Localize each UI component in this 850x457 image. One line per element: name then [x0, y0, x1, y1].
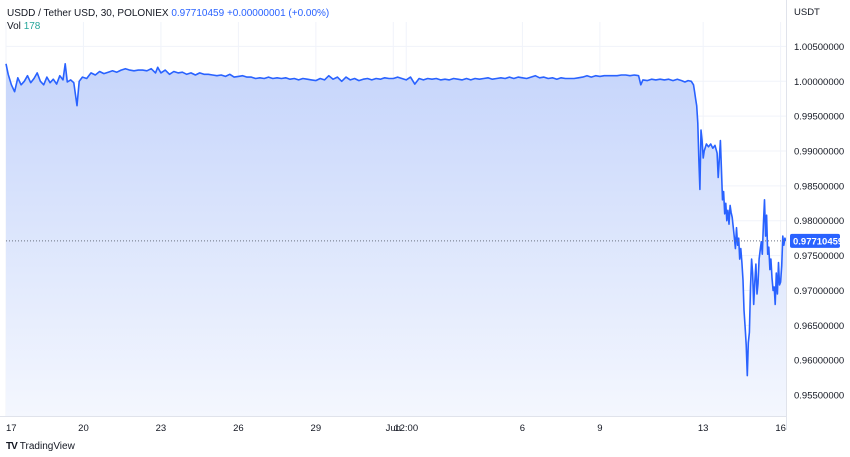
y-tick-label: 0.96500000: [794, 321, 844, 332]
y-tick-label: 1.00000000: [794, 77, 844, 88]
y-tick-label: 1.00500000: [794, 42, 844, 53]
y-tick-label: 0.97000000: [794, 286, 844, 297]
y-tick-label: 0.95500000: [794, 391, 844, 402]
y-tick-label: 0.96000000: [794, 356, 844, 367]
x-tick-label: 23: [156, 423, 167, 434]
tradingview-logo-icon: TV: [6, 441, 18, 452]
price-change: +0.00000001 (+0.00%): [226, 8, 330, 19]
current-price-tag: [790, 233, 840, 248]
y-tick-label: 0.99000000: [794, 147, 844, 158]
chart-legend: USDD / Tether USD, 30, POLONIEX 0.977104…: [7, 7, 329, 33]
symbol-label[interactable]: USDD / Tether USD, 30, POLONIEX: [7, 8, 169, 19]
x-tick-label: Jun: [386, 423, 401, 434]
x-tick-label: 13: [698, 423, 709, 434]
current-price-tag-label: 0.97710459: [793, 236, 843, 247]
legend-row-volume: Vol 178: [7, 20, 329, 33]
x-tick-label: 9: [597, 423, 602, 434]
price-line: [5, 63, 787, 377]
y-tick-label: 0.98000000: [794, 216, 844, 227]
brand-label: TradingView: [19, 441, 75, 452]
x-tick-label: 29: [311, 423, 322, 434]
volume-label: Vol: [7, 21, 21, 32]
y-tick-label: 0.97500000: [794, 251, 844, 262]
tradingview-attribution[interactable]: TV TradingView: [6, 441, 75, 452]
price-area: [6, 63, 786, 417]
y-tick-label: 0.98500000: [794, 181, 844, 192]
x-tick-label: 20: [78, 423, 89, 434]
y-axis-unit-label: USDT: [794, 7, 820, 18]
y-tick-label: 0.99500000: [794, 112, 844, 123]
x-tick-label: 12:00: [394, 423, 418, 434]
x-tick-label: 26: [233, 423, 244, 434]
legend-row-symbol: USDD / Tether USD, 30, POLONIEX 0.977104…: [7, 7, 329, 20]
x-tick-label: 6: [520, 423, 525, 434]
volume-value: 178: [23, 21, 41, 32]
x-tick-label: 17: [6, 423, 17, 434]
last-price: 0.97710459: [171, 8, 225, 19]
x-tick-label: 16: [775, 423, 786, 434]
